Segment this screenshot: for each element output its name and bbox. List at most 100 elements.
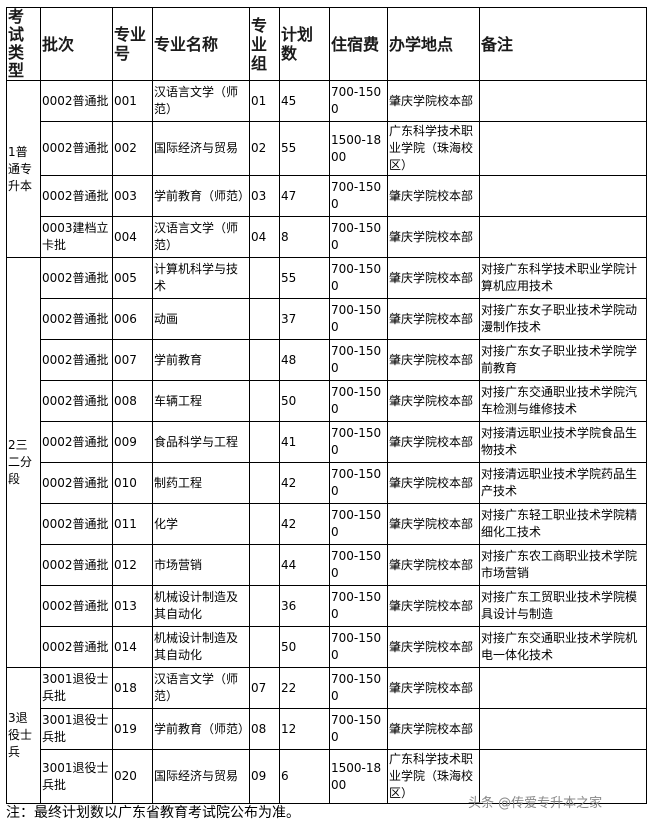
accommodation-fee-cell: 700-1500: [329, 175, 388, 217]
remarks-cell: 对接广东交通职业技术学院机电一体化技术: [479, 626, 647, 668]
plan-count-cell: 55: [279, 121, 330, 176]
accommodation-fee-cell: 700-1500: [329, 421, 388, 463]
exam-type-cell: 1普通专升本: [6, 80, 41, 258]
header-accommodation-fee: 住宿费: [329, 7, 388, 81]
remarks-cell: [479, 216, 647, 258]
batch-cell: 0002普通批: [40, 80, 113, 122]
campus-cell: 肇庆学院校本部: [387, 339, 480, 381]
major-code-cell: 011: [112, 503, 153, 545]
plan-count-cell: 44: [279, 544, 330, 586]
plan-count-cell: 42: [279, 503, 330, 545]
accommodation-fee-cell: 700-1500: [329, 298, 388, 340]
batch-cell: 0002普通批: [40, 462, 113, 504]
remarks-cell: 对接广东轻工职业技术学院精细化工技术: [479, 503, 647, 545]
major-name-cell: 市场营销: [152, 544, 250, 586]
major-group-cell: [249, 380, 280, 422]
accommodation-fee-cell: 700-1500: [329, 380, 388, 422]
campus-cell: 肇庆学院校本部: [387, 298, 480, 340]
batch-cell: 0002普通批: [40, 585, 113, 627]
header-campus: 办学地点: [387, 7, 480, 81]
exam-type-cell: 2三二分段: [6, 257, 41, 668]
plan-count-cell: 41: [279, 421, 330, 463]
accommodation-fee-cell: 700-1500: [329, 462, 388, 504]
major-code-cell: 018: [112, 667, 153, 709]
major-code-cell: 004: [112, 216, 153, 258]
major-group-cell: [249, 421, 280, 463]
major-code-cell: 006: [112, 298, 153, 340]
major-name-cell: 汉语言文学（师范）: [152, 667, 250, 709]
header-plan-count: 计划数: [279, 7, 330, 81]
table-row: 3退役士兵 3001退役士兵批 018 汉语言文学（师范） 07 22 700-1500 肇庆…: [6, 667, 647, 804]
campus-cell: 肇庆学院校本部: [387, 626, 480, 668]
campus-cell: 肇庆学院校本部: [387, 544, 480, 586]
table-row: 1普通专升本 0002普通批 001 汉语言文学（师范） 01 45 700-1500 肇庆学…: [6, 80, 647, 258]
footnote: 注：最终计划数以广东省教育考试院公布为准。: [6, 805, 300, 821]
batch-cell: 0002普通批: [40, 544, 113, 586]
major-name-cell: 化学: [152, 503, 250, 545]
table-row: 0002普通批 011 化学 42 700-1500 肇庆学院校本部 对接广东轻工职业技术学…: [7, 503, 647, 545]
campus-cell: 肇庆学院校本部: [387, 667, 480, 709]
major-group-cell: [249, 298, 280, 340]
major-code-cell: 001: [112, 80, 153, 122]
remarks-cell: [479, 749, 647, 804]
remarks-cell: 对接广东女子职业技术学院动漫制作技术: [479, 298, 647, 340]
accommodation-fee-cell: 1500-1800: [329, 121, 388, 176]
major-name-cell: 学前教育（师范）: [152, 708, 250, 750]
batch-cell: 0002普通批: [40, 257, 113, 299]
remarks-cell: 对接广东交通职业技术学院汽车检测与维修技术: [479, 380, 647, 422]
accommodation-fee-cell: 700-1500: [329, 544, 388, 586]
major-name-cell: 学前教育: [152, 339, 250, 381]
major-group-cell: [249, 585, 280, 627]
header-row: 考试类型 批次 专业号 专业名称 专业组 计划数 住宿费 办学地点 备注: [6, 7, 647, 81]
batch-cell: 0002普通批: [40, 121, 113, 176]
major-name-cell: 机械设计制造及其自动化: [152, 626, 250, 668]
major-name-cell: 食品科学与工程: [152, 421, 250, 463]
major-name-cell: 动画: [152, 298, 250, 340]
plan-count-cell: 36: [279, 585, 330, 627]
plan-count-cell: 47: [279, 175, 330, 217]
table-row: 0002普通批 014 机械设计制造及其自动化 50 700-1500 肇庆学院校本部 对接…: [7, 626, 647, 668]
remarks-cell: [479, 121, 647, 176]
major-code-cell: 019: [112, 708, 153, 750]
major-group-cell: [249, 462, 280, 504]
plan-count-cell: 50: [279, 380, 330, 422]
remarks-cell: 对接清远职业技术学院药品生产技术: [479, 462, 647, 504]
header-remarks: 备注: [479, 7, 647, 81]
campus-cell: 肇庆学院校本部: [387, 585, 480, 627]
accommodation-fee-cell: 700-1500: [329, 216, 388, 258]
table-row: 0002普通批 003 学前教育（师范） 03 47 700-1500 肇庆学院校本部: [7, 175, 647, 217]
plan-count-cell: 45: [279, 80, 330, 122]
table-row: 0002普通批 013 机械设计制造及其自动化 36 700-1500 肇庆学院校本部 对接…: [7, 585, 647, 627]
major-code-cell: 007: [112, 339, 153, 381]
table-row: 0002普通批 012 市场营销 44 700-1500 肇庆学院校本部 对接广东农工商职业…: [7, 544, 647, 586]
plan-count-cell: 8: [279, 216, 330, 258]
watermark: 头条 @传爱专升本之家: [468, 796, 603, 811]
batch-cell: 0002普通批: [40, 421, 113, 463]
header-major-code: 专业号: [112, 7, 153, 81]
major-group-cell: [249, 503, 280, 545]
remarks-cell: [479, 175, 647, 217]
header-batch: 批次: [40, 7, 113, 81]
major-group-cell: 03: [249, 175, 280, 217]
table-row: 3001退役士兵批 019 学前教育（师范） 08 12 700-1500 肇庆学院校本部: [7, 708, 647, 750]
plan-count-cell: 42: [279, 462, 330, 504]
accommodation-fee-cell: 700-1500: [329, 708, 388, 750]
accommodation-fee-cell: 700-1500: [329, 503, 388, 545]
major-name-cell: 国际经济与贸易: [152, 749, 250, 804]
major-code-cell: 003: [112, 175, 153, 217]
batch-cell: 3001退役士兵批: [40, 667, 113, 709]
major-group-cell: [249, 257, 280, 299]
table-row: 3001退役士兵批 020 国际经济与贸易 09 6 1500-1800 广东科学技术职业学…: [7, 749, 647, 804]
batch-cell: 3001退役士兵批: [40, 708, 113, 750]
accommodation-fee-cell: 700-1500: [329, 80, 388, 122]
major-code-cell: 009: [112, 421, 153, 463]
major-code-cell: 002: [112, 121, 153, 176]
batch-cell: 0002普通批: [40, 503, 113, 545]
major-group-cell: 02: [249, 121, 280, 176]
batch-cell: 3001退役士兵批: [40, 749, 113, 804]
plan-count-cell: 48: [279, 339, 330, 381]
major-name-cell: 车辆工程: [152, 380, 250, 422]
major-code-cell: 005: [112, 257, 153, 299]
campus-cell: 肇庆学院校本部: [387, 175, 480, 217]
major-name-cell: 汉语言文学（师范）: [152, 80, 250, 122]
